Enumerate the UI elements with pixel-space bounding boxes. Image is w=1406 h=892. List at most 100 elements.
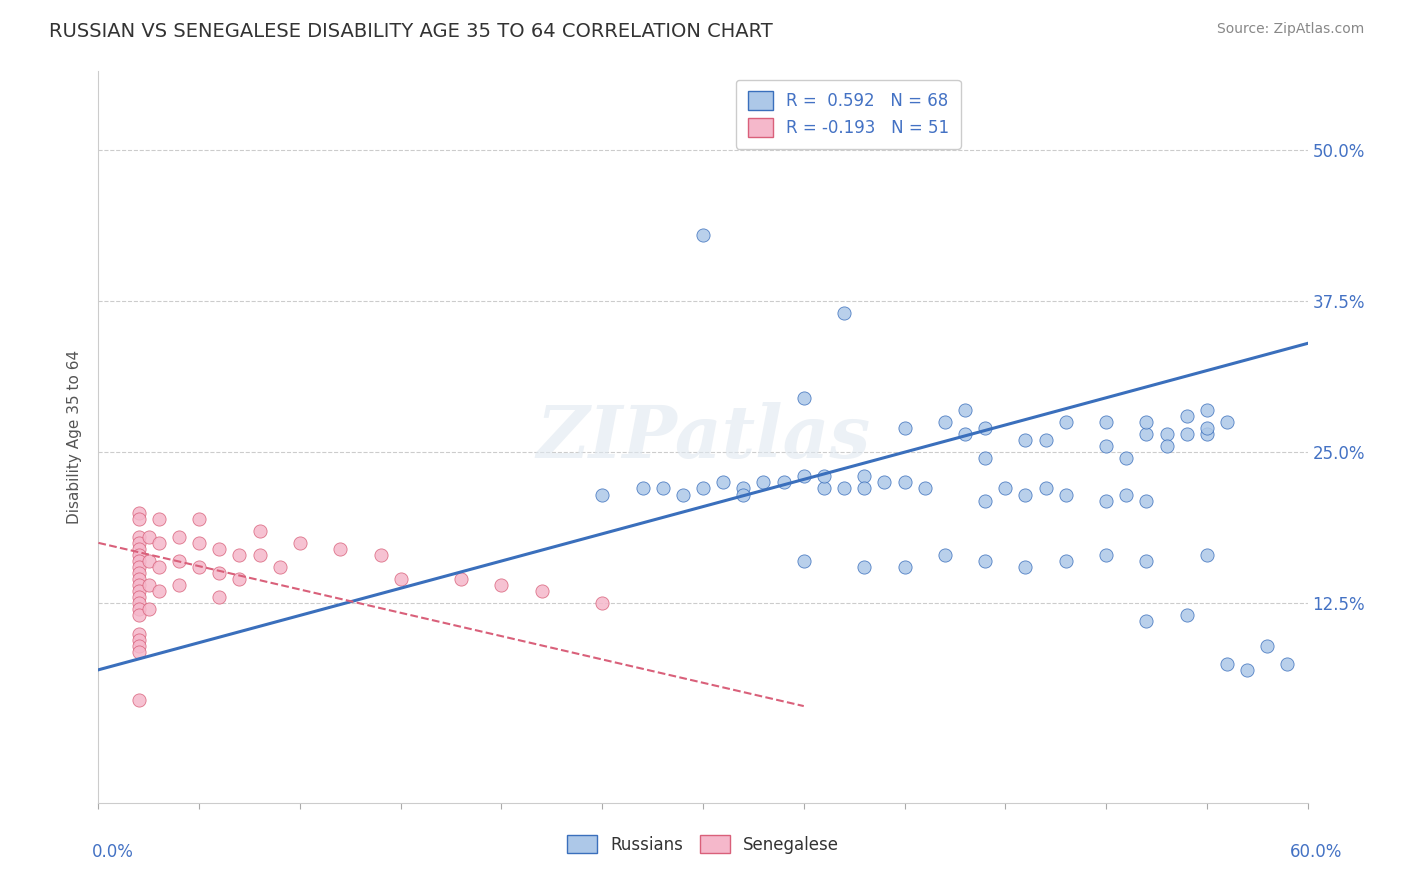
Point — [167, 530, 190, 544]
Point — [1195, 427, 1218, 442]
Point — [832, 482, 855, 496]
Point — [1095, 415, 1118, 429]
Point — [733, 482, 755, 496]
Point — [793, 554, 815, 568]
Point — [1014, 433, 1036, 447]
Point — [1115, 487, 1137, 501]
Point — [974, 493, 997, 508]
Point — [1135, 493, 1157, 508]
Point — [1014, 560, 1036, 574]
Point — [167, 578, 190, 592]
Point — [1095, 439, 1118, 453]
Point — [128, 541, 150, 556]
Point — [994, 482, 1017, 496]
Point — [974, 554, 997, 568]
Point — [128, 608, 150, 623]
Text: RUSSIAN VS SENEGALESE DISABILITY AGE 35 TO 64 CORRELATION CHART: RUSSIAN VS SENEGALESE DISABILITY AGE 35 … — [49, 22, 773, 41]
Point — [138, 602, 160, 616]
Point — [893, 421, 915, 435]
Point — [491, 578, 513, 592]
Point — [1195, 421, 1218, 435]
Point — [733, 487, 755, 501]
Y-axis label: Disability Age 35 to 64: Disability Age 35 to 64 — [67, 350, 83, 524]
Point — [128, 560, 150, 574]
Point — [208, 566, 231, 580]
Point — [128, 536, 150, 550]
Point — [128, 639, 150, 653]
Point — [128, 626, 150, 640]
Point — [128, 578, 150, 592]
Point — [934, 415, 956, 429]
Point — [1014, 487, 1036, 501]
Point — [450, 572, 472, 586]
Point — [591, 596, 613, 610]
Point — [148, 536, 170, 550]
Point — [711, 475, 734, 490]
Point — [672, 487, 695, 501]
Point — [128, 511, 150, 525]
Point — [148, 511, 170, 525]
Point — [772, 475, 794, 490]
Point — [1135, 427, 1157, 442]
Legend: Russians, Senegalese: Russians, Senegalese — [560, 829, 846, 860]
Text: Source: ZipAtlas.com: Source: ZipAtlas.com — [1216, 22, 1364, 37]
Point — [1175, 608, 1198, 623]
Point — [1054, 415, 1077, 429]
Point — [1156, 439, 1178, 453]
Point — [974, 421, 997, 435]
Point — [167, 554, 190, 568]
Point — [228, 572, 250, 586]
Point — [188, 536, 211, 550]
Point — [1054, 487, 1077, 501]
Point — [228, 548, 250, 562]
Point — [692, 227, 714, 242]
Point — [692, 482, 714, 496]
Point — [793, 469, 815, 483]
Point — [853, 560, 876, 574]
Point — [128, 554, 150, 568]
Point — [813, 469, 835, 483]
Point — [1216, 657, 1239, 671]
Point — [591, 487, 613, 501]
Point — [651, 482, 673, 496]
Point — [128, 530, 150, 544]
Point — [752, 475, 775, 490]
Point — [1095, 493, 1118, 508]
Point — [1175, 427, 1198, 442]
Point — [1195, 548, 1218, 562]
Point — [208, 591, 231, 605]
Point — [128, 645, 150, 659]
Point — [329, 541, 352, 556]
Point — [1115, 451, 1137, 466]
Point — [148, 584, 170, 599]
Point — [1095, 548, 1118, 562]
Point — [269, 560, 291, 574]
Point — [832, 306, 855, 320]
Point — [1135, 554, 1157, 568]
Point — [873, 475, 896, 490]
Point — [1195, 403, 1218, 417]
Point — [128, 632, 150, 647]
Text: 0.0%: 0.0% — [91, 843, 134, 861]
Point — [128, 602, 150, 616]
Point — [128, 596, 150, 610]
Point — [934, 548, 956, 562]
Point — [128, 548, 150, 562]
Point — [1256, 639, 1278, 653]
Point — [1035, 482, 1057, 496]
Point — [370, 548, 392, 562]
Point — [148, 560, 170, 574]
Point — [813, 482, 835, 496]
Text: 60.0%: 60.0% — [1291, 843, 1343, 861]
Point — [853, 482, 876, 496]
Point — [953, 427, 976, 442]
Point — [128, 566, 150, 580]
Point — [1035, 433, 1057, 447]
Point — [128, 591, 150, 605]
Point — [893, 475, 915, 490]
Point — [138, 530, 160, 544]
Point — [1216, 415, 1239, 429]
Point — [631, 482, 654, 496]
Point — [914, 482, 936, 496]
Point — [1135, 415, 1157, 429]
